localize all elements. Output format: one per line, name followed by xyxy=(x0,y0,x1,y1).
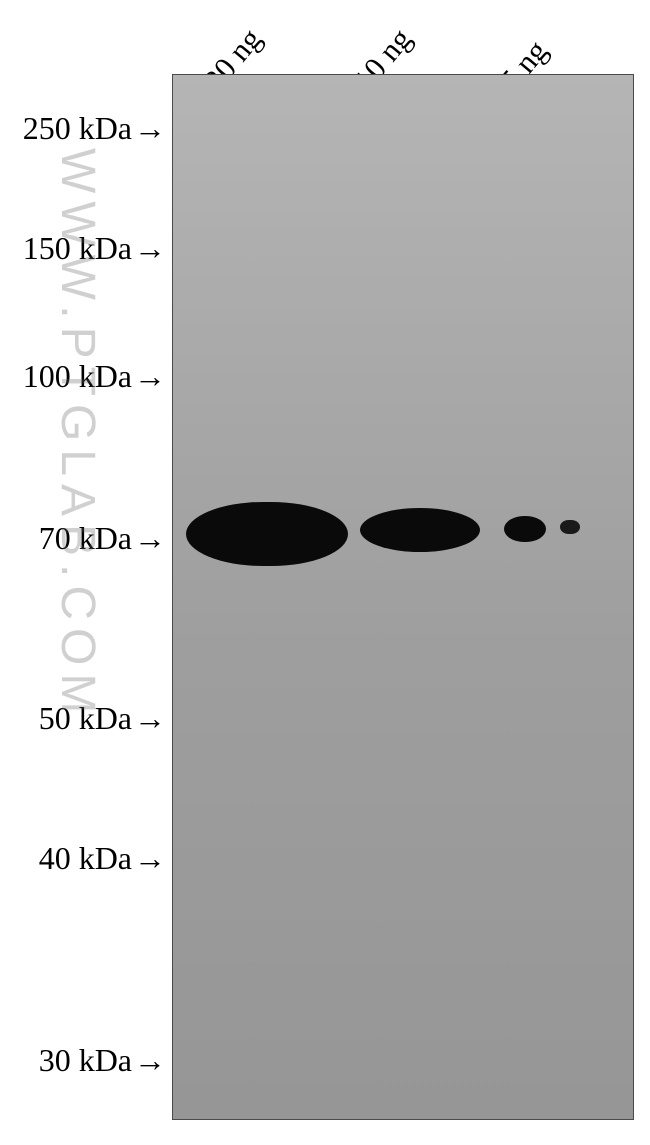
blot-membrane xyxy=(172,74,634,1120)
blot-background xyxy=(172,74,634,1120)
mw-label-text: 100 kDa xyxy=(23,358,132,394)
arrow-icon: → xyxy=(134,520,166,557)
mw-label-text: 40 kDa xyxy=(39,840,132,876)
mw-label-text: 50 kDa xyxy=(39,700,132,736)
mw-marker-150: 150 kDa→ xyxy=(6,230,166,267)
arrow-icon: → xyxy=(134,358,166,395)
mw-marker-40: 40 kDa→ xyxy=(22,840,166,877)
mw-marker-70: 70 kDa→ xyxy=(22,520,166,557)
arrow-icon: → xyxy=(134,230,166,267)
band-lane3-70kda xyxy=(504,516,546,542)
arrow-icon: → xyxy=(134,840,166,877)
arrow-icon: → xyxy=(134,1042,166,1079)
mw-marker-100: 100 kDa→ xyxy=(6,358,166,395)
mw-label-text: 150 kDa xyxy=(23,230,132,266)
band-lane1-70kda xyxy=(186,502,348,566)
mw-label-text: 250 kDa xyxy=(23,110,132,146)
mw-label-text: 30 kDa xyxy=(39,1042,132,1078)
mw-label-text: 70 kDa xyxy=(39,520,132,556)
arrow-icon: → xyxy=(134,700,166,737)
mw-marker-30: 30 kDa→ xyxy=(22,1042,166,1079)
band-lane3-70kda-trail xyxy=(560,520,580,534)
band-lane2-70kda xyxy=(360,508,480,552)
arrow-icon: → xyxy=(134,110,166,147)
mw-marker-50: 50 kDa→ xyxy=(22,700,166,737)
mw-marker-250: 250 kDa→ xyxy=(6,110,166,147)
